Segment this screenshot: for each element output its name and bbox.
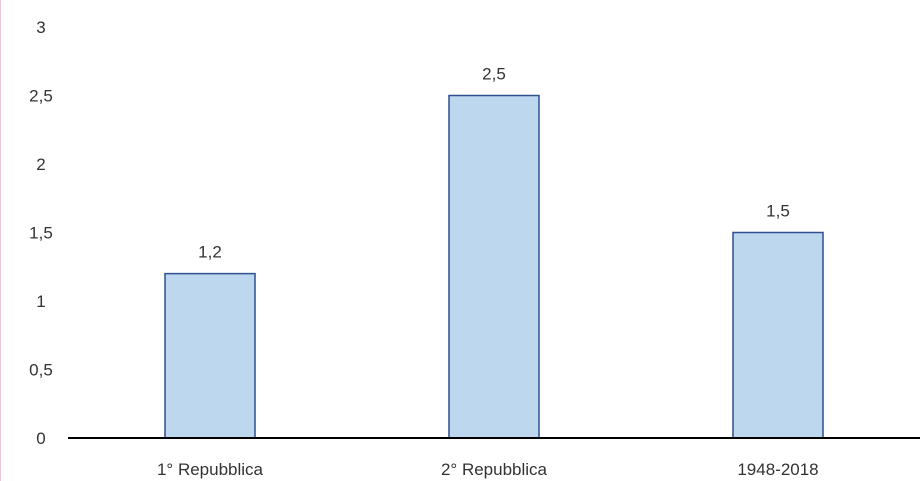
data-label: 1,5 [766,202,790,221]
y-tick-label: 0,5 [29,361,53,380]
x-tick-label: 1° Repubblica [157,460,264,479]
y-axis-ticks: 0 0,5 1 1,5 2 2,5 3 [29,18,53,448]
left-border [0,0,1,481]
x-tick-label: 1948-2018 [737,460,818,479]
data-label: 2,5 [482,65,506,84]
y-tick-label: 1 [36,292,45,311]
y-tick-label: 3 [36,18,45,37]
bar [164,272,256,439]
y-tick-label: 2,5 [29,87,53,106]
x-axis-ticks: 1° Repubblica 2° Repubblica 1948-2018 [157,460,819,479]
bars [164,94,824,439]
y-tick-label: 2 [36,155,45,174]
y-tick-label: 0 [36,429,45,448]
bar [732,231,824,439]
x-tick-label: 2° Repubblica [441,460,548,479]
data-labels: 1,2 2,5 1,5 [198,65,790,262]
y-tick-label: 1,5 [29,224,53,243]
bar [448,94,540,439]
data-label: 1,2 [198,243,222,262]
